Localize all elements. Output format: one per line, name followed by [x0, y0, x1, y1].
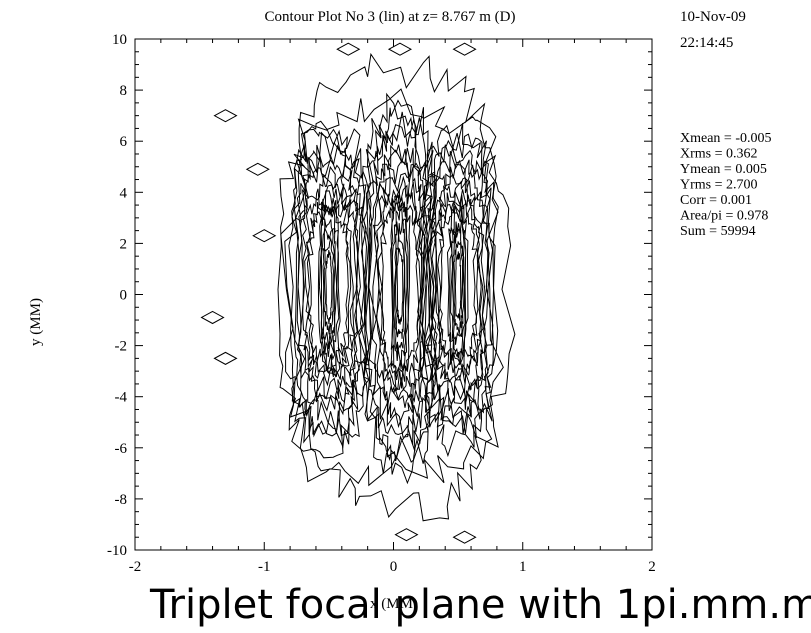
lobe-core-contour — [390, 195, 409, 381]
island-contour — [213, 351, 238, 365]
stat-line: Xmean = -0.005 — [680, 131, 772, 146]
y-tick-label: 10 — [112, 32, 127, 48]
y-tick-label: -8 — [115, 492, 128, 508]
lobe-contour — [437, 200, 480, 374]
contour-layer — [200, 42, 516, 544]
island-contour — [245, 162, 270, 176]
y-tick-label: -10 — [107, 543, 127, 559]
stat-line: Ymean = 0.005 — [680, 162, 767, 177]
lobe-contour — [429, 173, 486, 405]
chart-time: 22:14:45 — [680, 35, 733, 51]
stat-line: Corr = 0.001 — [680, 193, 752, 208]
chart-date: 10-Nov-09 — [680, 9, 746, 25]
stat-line: Sum = 59994 — [680, 224, 756, 239]
x-axis-label: x (MM) — [370, 596, 418, 612]
lobe-core-contour — [318, 204, 340, 374]
lobe-core-contour — [446, 194, 469, 377]
y-tick-label: 2 — [120, 236, 128, 252]
lobe-core-contour — [391, 202, 408, 369]
island-contour — [452, 42, 477, 56]
island-contour — [394, 528, 419, 542]
x-tick-label: -2 — [129, 559, 142, 575]
y-tick-label: 8 — [120, 83, 128, 99]
lobe-contour — [302, 174, 358, 400]
slide-caption: Triplet focal plane with 1pi.mm.mr — [149, 582, 811, 628]
y-tick-label: -2 — [115, 339, 128, 355]
lobe-contour — [305, 198, 352, 378]
x-tick-label: 2 — [648, 559, 656, 575]
lobe-core-contour — [396, 247, 404, 325]
outer-contour — [280, 52, 504, 522]
y-tick-label: 4 — [120, 185, 128, 201]
y-axis-label: y (MM) — [28, 298, 44, 346]
lobe-contour — [371, 148, 427, 429]
lobe-core-contour — [325, 249, 333, 325]
chart-title: Contour Plot No 3 (lin) at z= 8.767 m (D… — [265, 9, 516, 25]
island-contour — [252, 229, 277, 243]
y-tick-label: -6 — [115, 441, 128, 457]
lobe-contour — [361, 92, 441, 485]
lobe-contour — [288, 128, 370, 449]
island-contour — [336, 42, 361, 56]
lobe-contour — [420, 132, 496, 439]
lobe-contour — [439, 207, 478, 365]
x-tick-label: 1 — [519, 559, 527, 575]
lobe-core-contour — [317, 190, 341, 378]
lobe-contour — [307, 205, 349, 371]
island-contour — [452, 530, 477, 544]
lobe-core-contour — [394, 234, 406, 339]
lobe-contour — [427, 163, 489, 411]
y-tick-label: 0 — [120, 288, 128, 304]
lobe-core-contour — [453, 241, 464, 335]
island-contour — [200, 310, 225, 325]
y-tick-label: -4 — [115, 390, 128, 406]
lobe-core-contour — [393, 219, 407, 354]
stat-line: Xrms = 0.362 — [680, 147, 758, 162]
lobe-core-contour — [450, 219, 466, 359]
lobe-core-contour — [451, 228, 465, 345]
lobe-core-contour — [323, 236, 334, 335]
lobe-contour — [434, 189, 482, 385]
x-tick-label: -1 — [258, 559, 271, 575]
lobe-contour — [377, 184, 422, 391]
lobe-contour — [304, 184, 356, 387]
stat-line: Area/pi = 0.978 — [680, 209, 768, 224]
lobe-contour — [418, 122, 499, 458]
lobe-core-contour — [322, 226, 336, 350]
y-tick-label: 6 — [120, 134, 128, 150]
x-tick-label: 0 — [390, 559, 398, 575]
lobe-core-contour — [454, 251, 462, 321]
island-contour — [387, 42, 413, 56]
island-contour — [213, 109, 238, 123]
lobe-contour — [284, 120, 373, 459]
lobe-contour — [296, 155, 360, 416]
lobe-contour — [380, 194, 420, 377]
stat-line: Yrms = 2.700 — [680, 178, 758, 193]
